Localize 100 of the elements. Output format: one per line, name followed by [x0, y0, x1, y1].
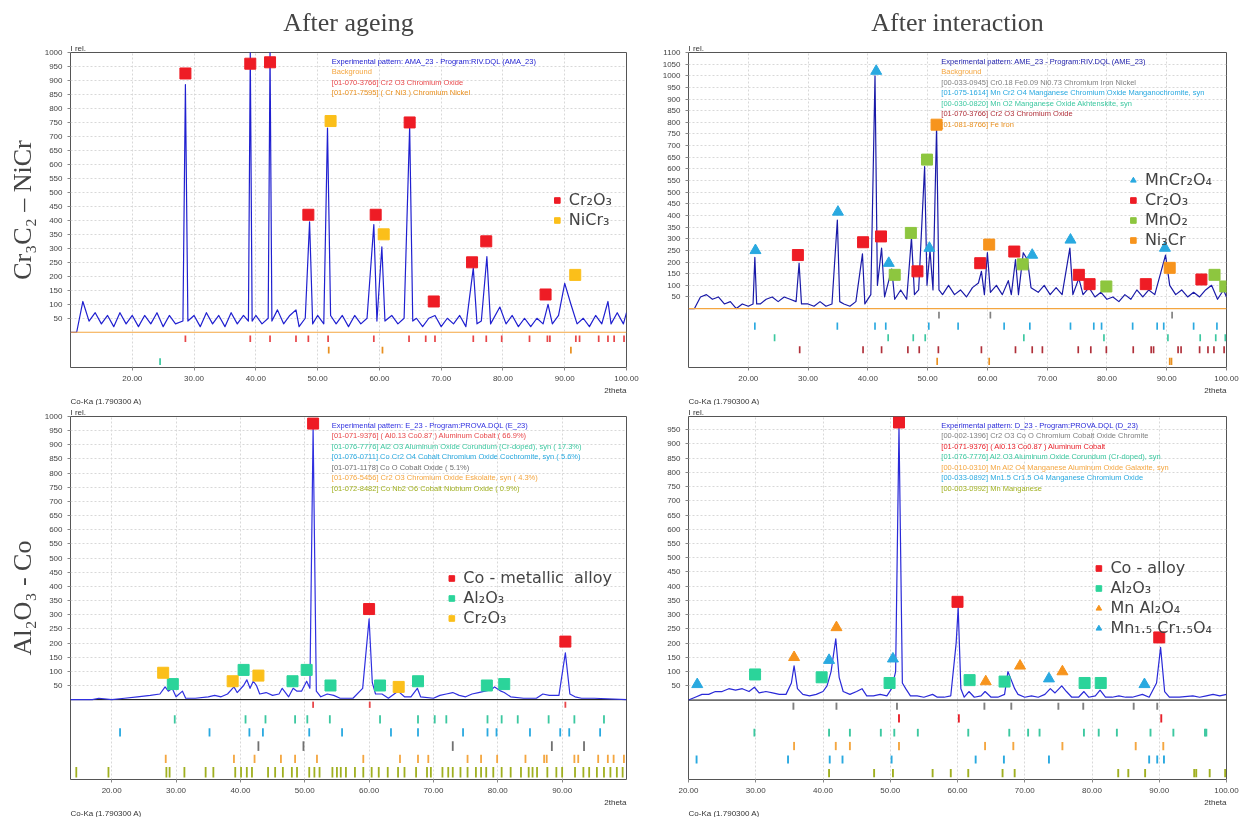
y-tick-label: 200	[667, 257, 682, 267]
x-tick-label: 40.00	[812, 785, 834, 795]
y-tick-label: 50	[671, 681, 682, 691]
y-tick-label: 300	[49, 243, 64, 253]
y-tick-label: 300	[667, 234, 682, 244]
y-tick-label: 850	[667, 106, 682, 116]
y-tick-label: 150	[667, 652, 682, 662]
y-tick-label: 900	[667, 94, 682, 104]
x-tick-label: 40.00	[230, 785, 251, 795]
y-tick-label: 500	[49, 553, 64, 563]
y-tick-label: 800	[667, 117, 682, 127]
x-tick-label: 90.00	[552, 785, 573, 795]
x-tick-label: 20.00	[101, 785, 123, 795]
x-tick-label: 40.00	[857, 373, 879, 383]
y-tick-label: 800	[49, 468, 64, 478]
legend-label: MnCr₂O₄	[1144, 169, 1212, 190]
y-axis-title: I rel.	[70, 43, 87, 53]
y-tick-label: 550	[667, 538, 682, 548]
y-tick-label: 200	[667, 638, 682, 648]
y-tick-label: 350	[49, 596, 64, 606]
y-tick-label: 900	[49, 440, 64, 450]
legend-label: Al₂O₃	[463, 587, 505, 608]
y-tick-label: 1000	[44, 48, 64, 57]
x-tick-label: 20.00	[738, 373, 759, 383]
y-tick-label: 300	[49, 610, 64, 620]
x-axis-title: 2theta	[1204, 797, 1228, 807]
x-tick-label: 80.00	[487, 785, 509, 795]
y-tick-label: 650	[49, 145, 64, 155]
y-tick-label: 50	[53, 680, 64, 690]
y-tick-label: 350	[667, 222, 682, 232]
y-tick-label: 450	[49, 201, 64, 211]
y-tick-label: 350	[667, 595, 682, 605]
y-tick-label: 850	[49, 454, 64, 464]
x-tick-label: 30.00	[184, 373, 205, 383]
legend-label: Mn Al₂O₄	[1110, 597, 1181, 618]
legend-label: Mn₁.₅ Cr₁.₅O₄	[1110, 617, 1212, 638]
y-tick-label: 950	[667, 82, 682, 92]
y-tick-label: 1050	[662, 59, 682, 69]
y-tick-label: 100	[667, 280, 682, 290]
y-tick-label: 500	[667, 553, 682, 563]
x-axis-title: 2theta	[604, 797, 628, 807]
text: Cr₃C₂ – NiCr	[7, 139, 37, 280]
chart-title: After interaction	[871, 7, 1044, 37]
y-tick-label: 800	[667, 467, 682, 477]
y-tick-label: 750	[667, 129, 682, 139]
y-tick-label: 700	[49, 131, 64, 141]
y-tick-label: 100	[49, 666, 64, 676]
y-tick-label: 1000	[44, 412, 64, 421]
x-tick-label: 60.00	[359, 785, 380, 795]
legend-label: MnO₂	[1144, 209, 1188, 230]
legend-label: NiCr₃	[568, 209, 610, 230]
y-tick-label: 250	[667, 245, 682, 255]
y-tick-label: 150	[667, 269, 682, 279]
x-tick-label: 20.00	[122, 373, 143, 383]
y-tick-label: 250	[667, 624, 682, 634]
y-tick-label: 700	[667, 496, 682, 506]
y-tick-label: 750	[667, 482, 682, 492]
y-tick-label: 700	[49, 496, 64, 506]
x-axis-title: 2theta	[1204, 385, 1228, 395]
legend-label: Al₂O₃	[1110, 577, 1152, 598]
x-tick-label: 80.00	[1096, 373, 1118, 383]
y-tick-label: 200	[49, 271, 64, 281]
y-tick-label: 150	[49, 652, 64, 662]
x-tick-label: 70.00	[1014, 785, 1036, 795]
x-tick-label: 60.00	[369, 373, 390, 383]
y-tick-label: 400	[667, 210, 682, 220]
y-tick-label: 100	[49, 299, 64, 309]
y-tick-label: 600	[667, 524, 682, 534]
y-tick-label: 950	[49, 61, 64, 71]
y-tick-label: 900	[49, 75, 64, 85]
x-tick-label: 50.00	[880, 785, 901, 795]
x-tick-label: 90.00	[1156, 373, 1178, 383]
x-tick-label: 70.00	[431, 373, 452, 383]
x-tick-label: 90.00	[1149, 785, 1170, 795]
y-tick-label: 600	[667, 164, 682, 174]
y-tick-label: 50	[671, 292, 682, 302]
x-tick-label: 100.00	[1214, 373, 1240, 383]
legend-label: Co - alloy	[1110, 557, 1186, 578]
y-tick-label: 950	[49, 426, 64, 436]
y-tick-label: 100	[667, 667, 682, 677]
y-tick-label: 550	[49, 539, 64, 549]
x-tick-label: 80.00	[1081, 785, 1103, 795]
x-tick-label: 20.00	[678, 785, 700, 795]
text: Co-Ka (1.790300 A)	[688, 808, 760, 818]
y-axis-title: I rel.	[688, 43, 705, 53]
y-tick-label: 750	[49, 482, 64, 492]
y-tick-label: 600	[49, 159, 64, 169]
x-tick-label: 100.00	[1214, 785, 1240, 795]
y-tick-label: 1100	[663, 48, 682, 57]
y-tick-label: 1000	[662, 71, 682, 81]
legend-label: Cr₂O₃	[568, 189, 612, 210]
y-tick-label: 650	[667, 152, 682, 162]
x-tick-label: 90.00	[554, 373, 576, 383]
y-tick-label: 450	[667, 567, 682, 577]
x-tick-label: 50.00	[917, 373, 939, 383]
y-tick-label: 900	[667, 439, 682, 449]
y-tick-label: 200	[49, 638, 64, 648]
y-tick-label: 950	[667, 425, 682, 435]
y-tick-label: 400	[49, 581, 64, 591]
y-tick-label: 300	[667, 610, 682, 620]
